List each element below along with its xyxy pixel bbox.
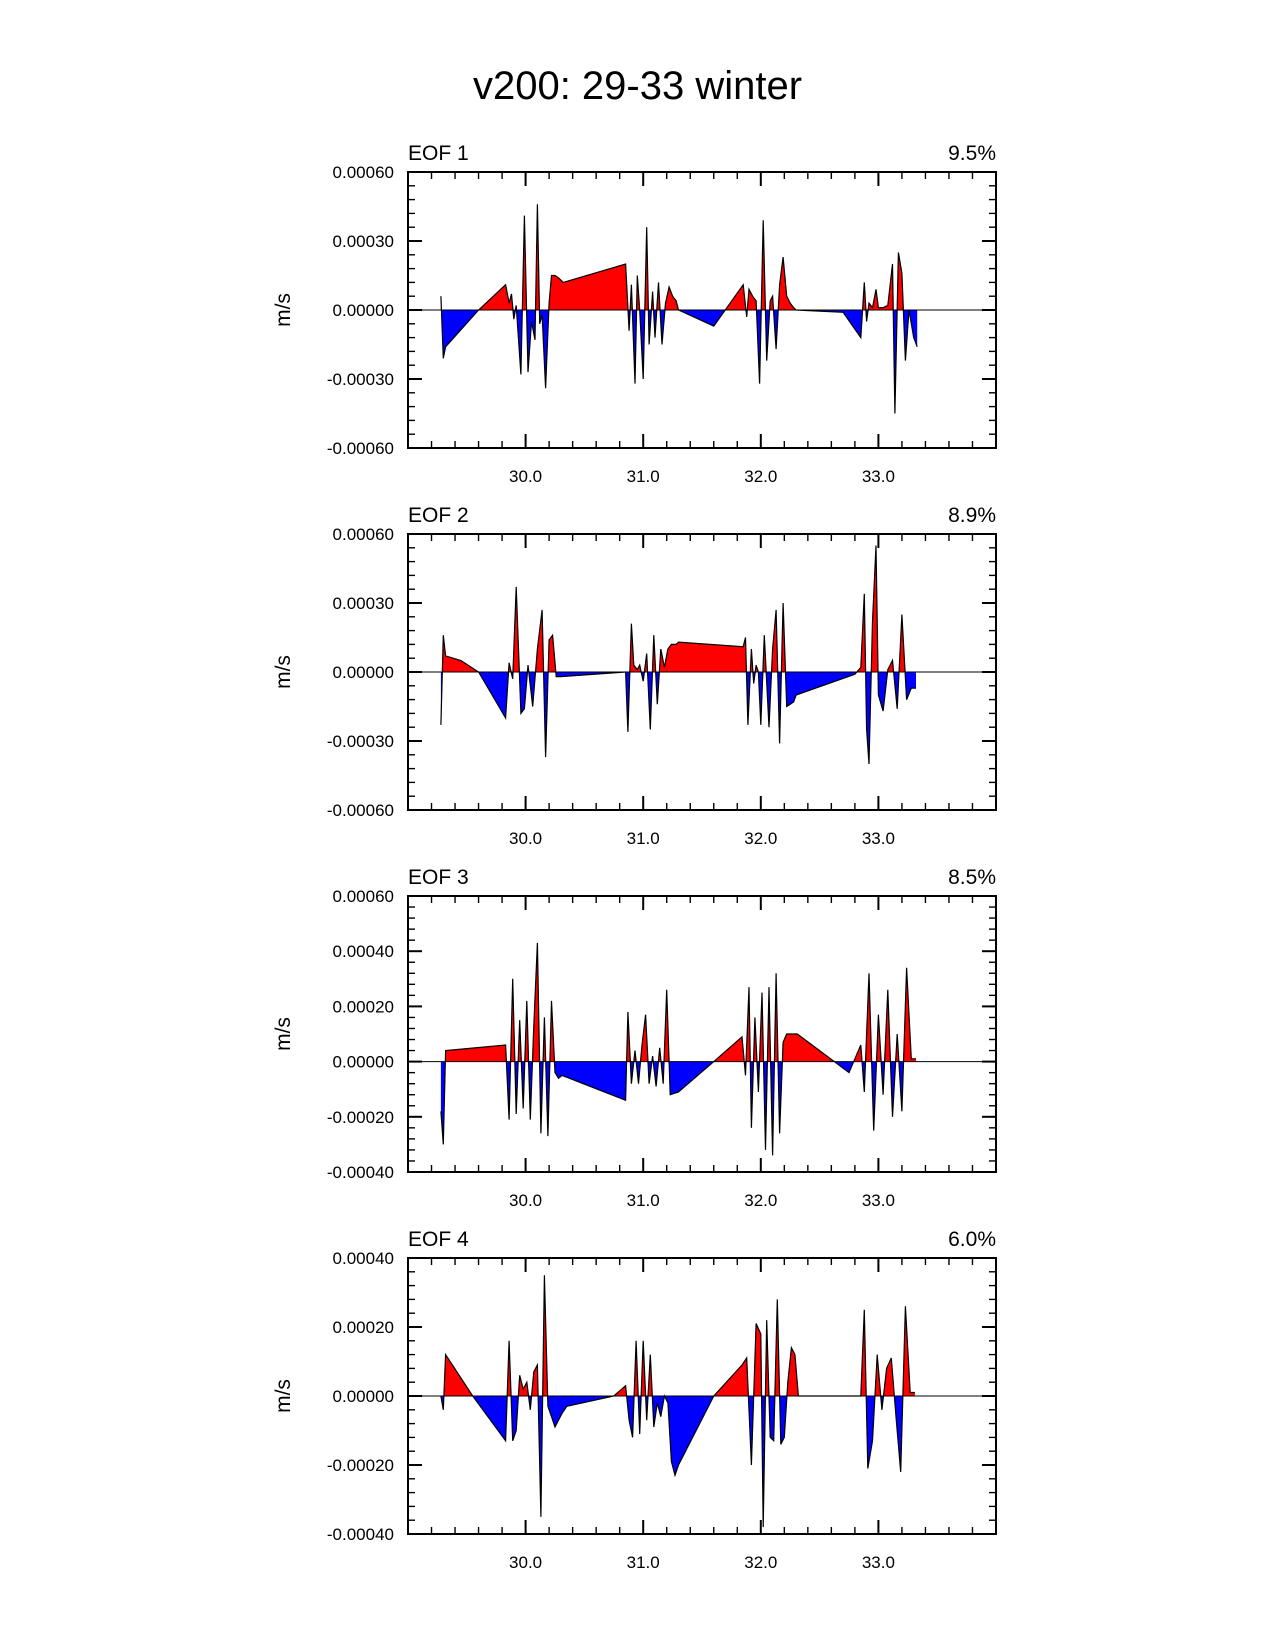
y-axis-label: m/s xyxy=(272,1017,295,1051)
xtick-label: 30.0 xyxy=(509,467,542,486)
xtick-label: 32.0 xyxy=(744,1553,777,1572)
ytick-label: -0.00030 xyxy=(327,732,394,751)
ytick-label: -0.00040 xyxy=(327,1163,394,1182)
series-line xyxy=(440,545,916,765)
eof-panel-1: -0.00060 -0.00030 0.00000 0.00030 0.00060 30.… xyxy=(272,142,997,486)
xtick-label: 31.0 xyxy=(627,1553,660,1572)
panel-right-label: 9.5% xyxy=(948,142,996,165)
panel-left-label: EOF 2 xyxy=(408,504,469,527)
ytick-label: 0.00000 xyxy=(333,1053,394,1072)
ytick-label: 0.00000 xyxy=(333,663,394,682)
series-line xyxy=(440,204,918,414)
positive-fill xyxy=(440,942,916,1062)
ytick-label: 0.00060 xyxy=(333,163,394,182)
xtick-label: 32.0 xyxy=(744,829,777,848)
ytick-label: 0.00040 xyxy=(333,1249,394,1268)
ytick-label: -0.00060 xyxy=(327,801,394,820)
ytick-label: -0.00060 xyxy=(327,439,394,458)
ytick-label: 0.00000 xyxy=(333,1387,394,1406)
positive-fill xyxy=(440,1275,915,1396)
ytick-label: -0.00040 xyxy=(327,1525,394,1544)
xtick-label: 33.0 xyxy=(862,467,895,486)
positive-fill xyxy=(440,545,916,672)
eof-panel-2: -0.00060 -0.00030 0.00000 0.00030 0.00060 30.… xyxy=(272,504,997,848)
negative-fill xyxy=(440,672,916,764)
ytick-label: 0.00020 xyxy=(333,1318,394,1337)
eof-panel-3: -0.00040 -0.00020 0.00000 0.00020 0.00040 0.0… xyxy=(272,866,997,1210)
panel-right-label: 8.5% xyxy=(948,866,996,889)
ytick-label: 0.00060 xyxy=(333,887,394,906)
figure-title: v200: 29-33 winter xyxy=(472,64,803,108)
ytick-label: 0.00020 xyxy=(333,997,394,1016)
panel-right-label: 8.9% xyxy=(948,504,996,527)
ytick-label: 0.00060 xyxy=(333,525,394,544)
ytick-label: 0.00040 xyxy=(333,942,394,961)
y-axis-label: m/s xyxy=(272,1379,295,1413)
ytick-label: -0.00030 xyxy=(327,370,394,389)
xtick-label: 31.0 xyxy=(627,829,660,848)
eof-panel-4: -0.00040 -0.00020 0.00000 0.00020 0.00040 30.… xyxy=(272,1228,997,1572)
y-axis-label: m/s xyxy=(272,293,295,327)
ytick-label: 0.00030 xyxy=(333,594,394,613)
xtick-label: 30.0 xyxy=(509,1191,542,1210)
xtick-label: 33.0 xyxy=(862,1553,895,1572)
ytick-label: -0.00020 xyxy=(327,1108,394,1127)
ytick-label: 0.00000 xyxy=(333,301,394,320)
panel-left-label: EOF 3 xyxy=(408,866,469,889)
ytick-label: -0.00020 xyxy=(327,1456,394,1475)
negative-fill xyxy=(440,1396,915,1528)
negative-fill xyxy=(440,310,918,414)
xtick-label: 31.0 xyxy=(627,467,660,486)
negative-fill xyxy=(440,1061,916,1156)
xtick-label: 32.0 xyxy=(744,1191,777,1210)
xtick-label: 31.0 xyxy=(627,1191,660,1210)
panel-left-label: EOF 4 xyxy=(408,1228,469,1251)
xtick-label: 30.0 xyxy=(509,829,542,848)
panel-right-label: 6.0% xyxy=(948,1228,996,1251)
series-line xyxy=(440,942,916,1156)
positive-fill xyxy=(440,204,918,310)
panel-left-label: EOF 1 xyxy=(408,142,469,165)
xtick-label: 30.0 xyxy=(509,1553,542,1572)
y-axis-label: m/s xyxy=(272,655,295,689)
ytick-label: 0.00030 xyxy=(333,232,394,251)
xtick-label: 33.0 xyxy=(862,1191,895,1210)
plot-frame xyxy=(407,895,997,1173)
xtick-label: 33.0 xyxy=(862,829,895,848)
xtick-label: 32.0 xyxy=(744,467,777,486)
